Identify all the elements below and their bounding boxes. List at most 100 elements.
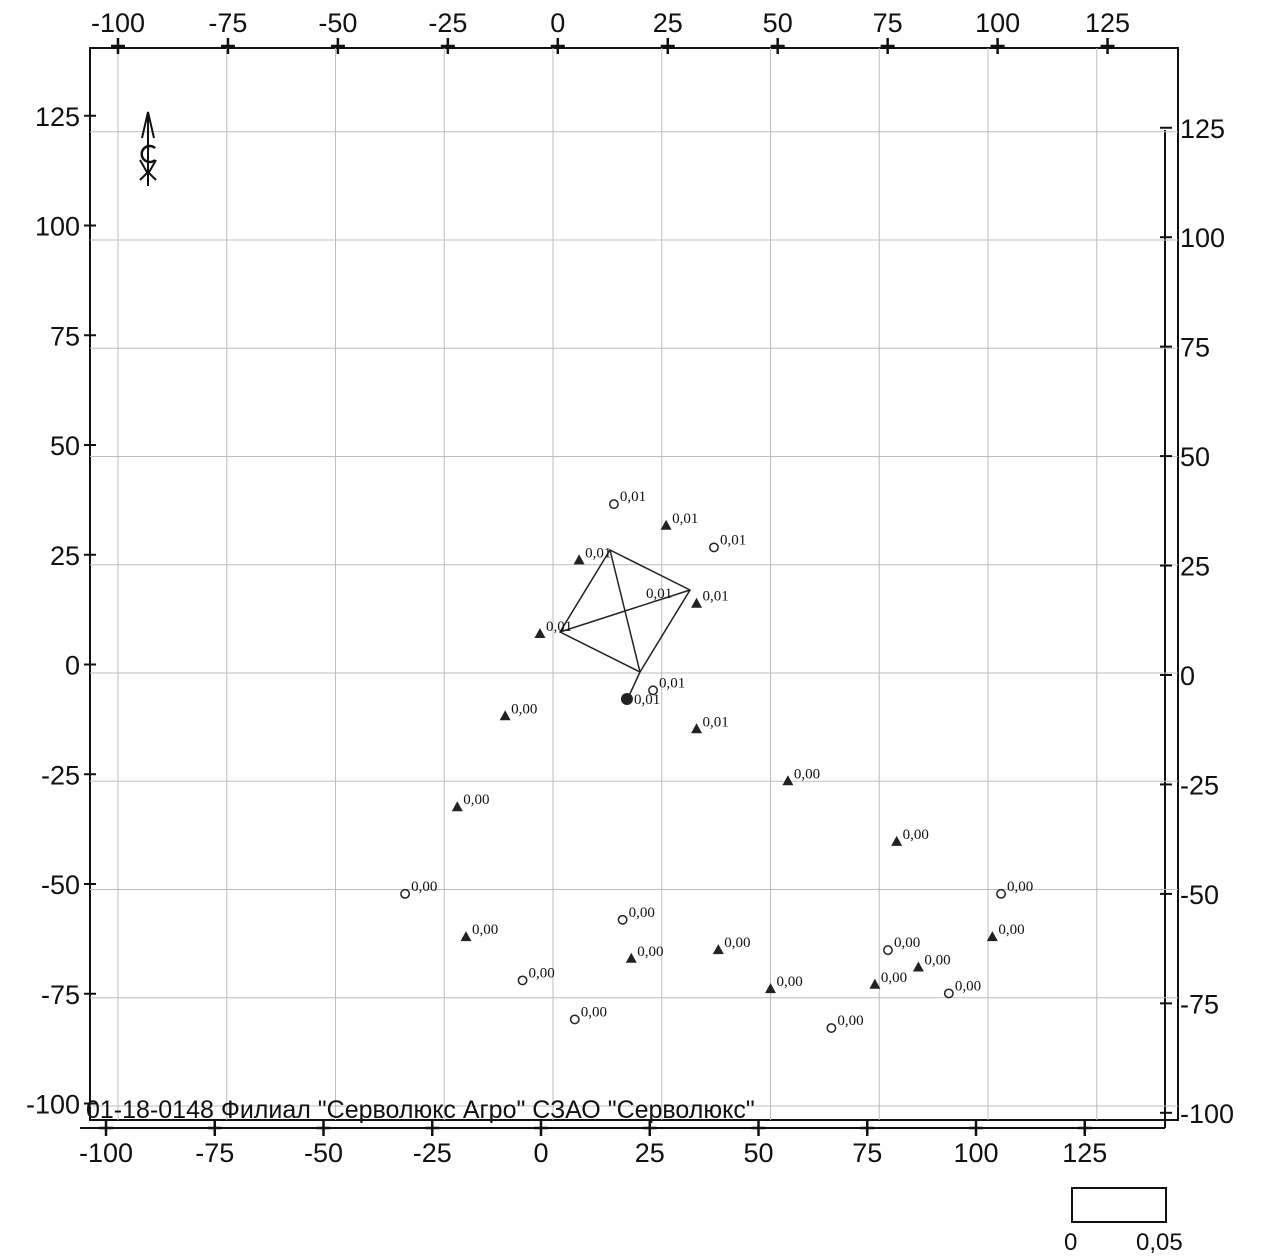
receptor-value-label: 0,01 [546, 619, 572, 635]
receptor-value-label: 0,00 [411, 879, 437, 895]
bottom-tick-label: 0 [533, 1138, 548, 1168]
receptor-value-label: 0,01 [703, 589, 729, 605]
bottom-tick-label: 75 [852, 1138, 882, 1168]
receptor-value-label: 0,00 [511, 701, 537, 717]
receptor-value-label: 0,00 [998, 922, 1024, 938]
right-tick-label: 50 [1180, 442, 1210, 472]
top-tick-label: -50 [318, 8, 357, 38]
top-tick-label: -25 [428, 8, 467, 38]
bottom-tick-mark [751, 1121, 766, 1136]
bottom-tick-label: 50 [743, 1138, 773, 1168]
right-tick-label: 100 [1180, 223, 1225, 253]
left-tick-label: -50 [41, 870, 80, 900]
receptor-value-label: 0,00 [903, 827, 929, 843]
receptor-value-label: 0,00 [581, 1004, 607, 1020]
top-tick-label: 0 [550, 8, 565, 38]
receptor-value-label: 0,00 [1007, 879, 1033, 895]
bottom-tick-mark [860, 1121, 875, 1136]
receptor-value-label: 0,01 [672, 511, 698, 527]
top-tick-mark [550, 38, 565, 54]
left-tick-label: -25 [41, 760, 80, 790]
top-tick-mark [220, 38, 235, 54]
receptor-value-label: 0,00 [724, 935, 750, 951]
receptor-point-circle [943, 988, 954, 999]
right-tick-label: -25 [1180, 770, 1219, 800]
bottom-tick-label: -100 [79, 1138, 133, 1168]
receptor-point-triangle [625, 952, 637, 963]
scale-bar [1071, 1187, 1167, 1223]
receptor-value-label: 0,00 [637, 944, 663, 960]
bottom-tick-label: 100 [953, 1138, 998, 1168]
receptor-value-label: 0,01 [703, 714, 729, 730]
bottom-tick-mark [642, 1121, 657, 1136]
receptor-point-triangle [460, 931, 472, 942]
top-tick-label: 25 [653, 8, 683, 38]
receptor-value-label: 0,01 [620, 489, 646, 505]
right-tick-label: -75 [1180, 989, 1219, 1019]
bottom-tick-mark [316, 1121, 331, 1136]
bottom-tick-label: -75 [195, 1138, 234, 1168]
bottom-tick-label: 125 [1062, 1138, 1107, 1168]
left-tick-label: 75 [50, 321, 80, 351]
receptor-value-label: 0,01 [659, 675, 685, 691]
receptor-point-circle [400, 888, 411, 899]
receptor-value-label: 0,01 [720, 532, 746, 548]
left-tick-label: 50 [50, 431, 80, 461]
top-tick-mark [990, 38, 1005, 54]
receptor-point-triangle [451, 801, 463, 812]
top-tick-label: 125 [1085, 8, 1130, 38]
left-tick-label: -100 [26, 1090, 80, 1120]
receptor-point-triangle [712, 944, 724, 955]
receptor-value-label: 0,00 [955, 978, 981, 994]
bottom-tick-label: -25 [413, 1138, 452, 1168]
left-tick-label: 25 [50, 541, 80, 571]
top-tick-label: 75 [873, 8, 903, 38]
source-label: 0,01 [634, 692, 660, 708]
receptor-point-triangle [782, 775, 794, 786]
bottom-tick-mark [534, 1121, 548, 1136]
receptor-point-circle [996, 888, 1006, 899]
source-marker [620, 692, 633, 705]
receptor-point-circle [517, 975, 528, 986]
north-arrow-icon [139, 111, 157, 186]
receptor-value-label: 0,00 [794, 766, 820, 782]
left-tick-label: 125 [35, 102, 80, 132]
right-tick-label: 75 [1180, 333, 1210, 363]
bottom-tick-mark [425, 1121, 440, 1136]
receptor-point-circle [648, 685, 658, 696]
receptor-point-triangle [912, 961, 924, 972]
receptor-point-triangle [765, 983, 776, 994]
receptor-point-circle [709, 542, 719, 553]
axis-ticks: -100 -75 -50 -25 0 25 50 75 100 125 -100 -75 -50 -25 0… [26, 8, 1234, 1168]
right-tick-label: 0 [1180, 661, 1195, 691]
receptor-value-label: 0,00 [463, 792, 489, 808]
right-tick-label: -100 [1180, 1099, 1234, 1129]
top-tick-mark [1100, 38, 1115, 54]
top-tick-mark [330, 38, 345, 54]
receptor-value-label: 0,00 [777, 974, 803, 990]
left-tick-label: 100 [35, 212, 80, 242]
receptor-point-triangle [573, 554, 585, 565]
receptor-value-label: 0,00 [629, 905, 655, 921]
left-tick-label: -75 [41, 980, 80, 1010]
receptor-value-label: 0,00 [472, 922, 498, 938]
contour-label: 0,01 [646, 586, 672, 602]
top-tick-mark [660, 38, 675, 54]
top-tick-mark [440, 38, 455, 54]
receptor-point-triangle [660, 519, 672, 530]
bottom-tick-label: 25 [635, 1138, 665, 1168]
receptor-point-circle [826, 1023, 837, 1034]
right-tick-label: 125 [1180, 114, 1225, 144]
receptor-point-triangle [891, 835, 903, 846]
receptor-point-circle [569, 1014, 580, 1025]
grid [90, 48, 1178, 1120]
map-frame [89, 47, 1179, 1121]
receptor-value-label: 0,00 [529, 965, 555, 981]
scale-min-label: 0 [1064, 1229, 1077, 1256]
top-tick-mark [770, 38, 785, 54]
top-tick-mark [111, 38, 125, 54]
receptor-value-label: 0,00 [924, 952, 950, 968]
top-tick-label: -100 [91, 8, 145, 38]
receptor-point-triangle [499, 710, 511, 721]
